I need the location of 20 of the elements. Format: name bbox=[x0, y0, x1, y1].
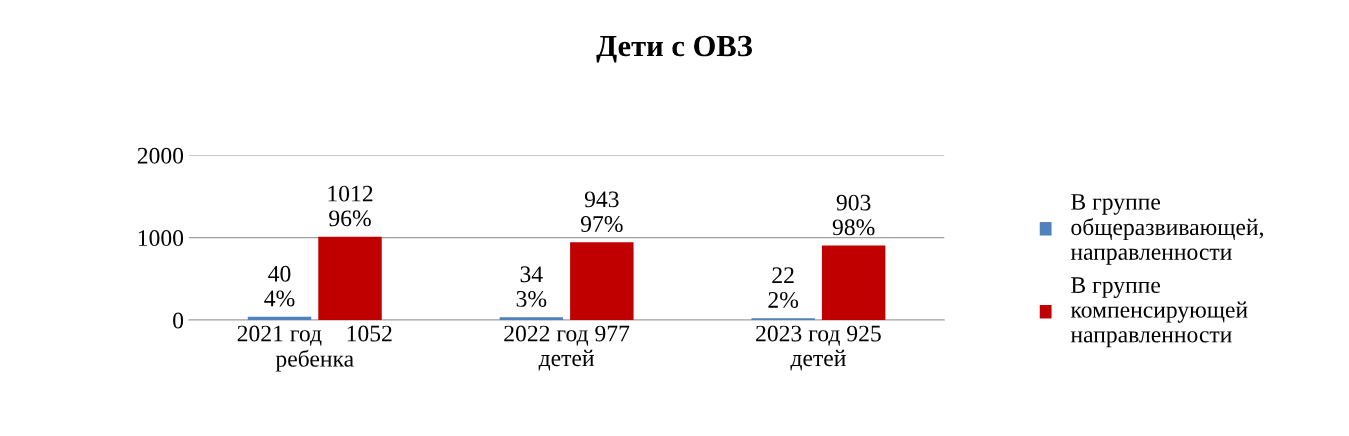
data-label: 903 98% bbox=[832, 194, 875, 236]
bar bbox=[318, 236, 382, 321]
y-tick-label: 2000 bbox=[137, 147, 184, 164]
bar bbox=[247, 316, 312, 321]
bar bbox=[570, 242, 634, 321]
chart-title: Дети с ОВЗ bbox=[596, 35, 753, 63]
data-label: 1012 96% bbox=[328, 185, 373, 227]
data-label: 22 2% bbox=[768, 267, 799, 308]
data-label: 40 4% bbox=[264, 265, 295, 307]
bar bbox=[821, 245, 886, 321]
y-tick-label: 0 bbox=[173, 312, 184, 329]
x-tick-label: 2021 год 1052 ребенка bbox=[237, 325, 392, 372]
legend-label: В группе общеразвивающей, направленности bbox=[1070, 194, 1263, 265]
x-tick-label: 2022 год 977 детей bbox=[504, 325, 630, 371]
x-tick-label: 2023 год 925 детей bbox=[756, 325, 881, 371]
legend-label: В группе компенсирующей направленности bbox=[1070, 277, 1248, 348]
data-label: 34 3% bbox=[516, 266, 547, 307]
bar bbox=[499, 317, 564, 321]
data-label: 943 97% bbox=[580, 191, 623, 233]
y-tick-label: 1000 bbox=[138, 230, 184, 247]
